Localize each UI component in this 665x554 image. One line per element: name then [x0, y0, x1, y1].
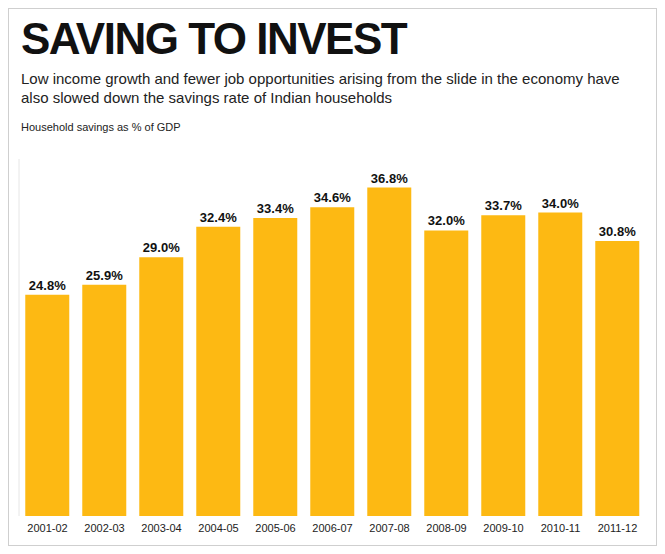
html-text:Household savings as % of GDP: Household savings as % of GDP	[21, 121, 181, 133]
svg-text:2010-11: 2010-11	[541, 522, 581, 534]
html-text:SAVING TO INVEST: SAVING TO INVEST	[21, 14, 407, 63]
svg-text:2007-08: 2007-08	[369, 522, 409, 534]
svg-text:33.7%: 33.7%	[485, 198, 522, 213]
svg-text:34.6%: 34.6%	[314, 190, 351, 205]
svg-text:30.8%: 30.8%	[599, 224, 636, 239]
svg-text:2006-07: 2006-07	[312, 522, 352, 534]
svg-text:2002-03: 2002-03	[84, 522, 124, 534]
svg-text:29.0%: 29.0%	[143, 240, 180, 255]
svg-text:32.0%: 32.0%	[428, 213, 465, 228]
svg-text:34.0%: 34.0%	[542, 196, 579, 211]
svg-text:2005-06: 2005-06	[255, 522, 295, 534]
svg-text:33.4%: 33.4%	[257, 201, 294, 216]
svg-text:2001-02: 2001-02	[27, 522, 67, 534]
svg-text:32.4%: 32.4%	[200, 210, 237, 225]
svg-text:25.9%: 25.9%	[86, 268, 123, 283]
svg-text:2009-10: 2009-10	[483, 522, 523, 534]
svg-text:24.8%: 24.8%	[29, 278, 66, 293]
svg-text:2003-04: 2003-04	[141, 522, 181, 534]
svg-text:2008-09: 2008-09	[426, 522, 466, 534]
html-text:Low income growth and fewer jo: Low income growth and fewer job opportun…	[21, 70, 620, 106]
svg-text:36.8%: 36.8%	[371, 171, 408, 186]
svg-text:2004-05: 2004-05	[198, 522, 238, 534]
svg-text:2011-12: 2011-12	[598, 522, 638, 534]
